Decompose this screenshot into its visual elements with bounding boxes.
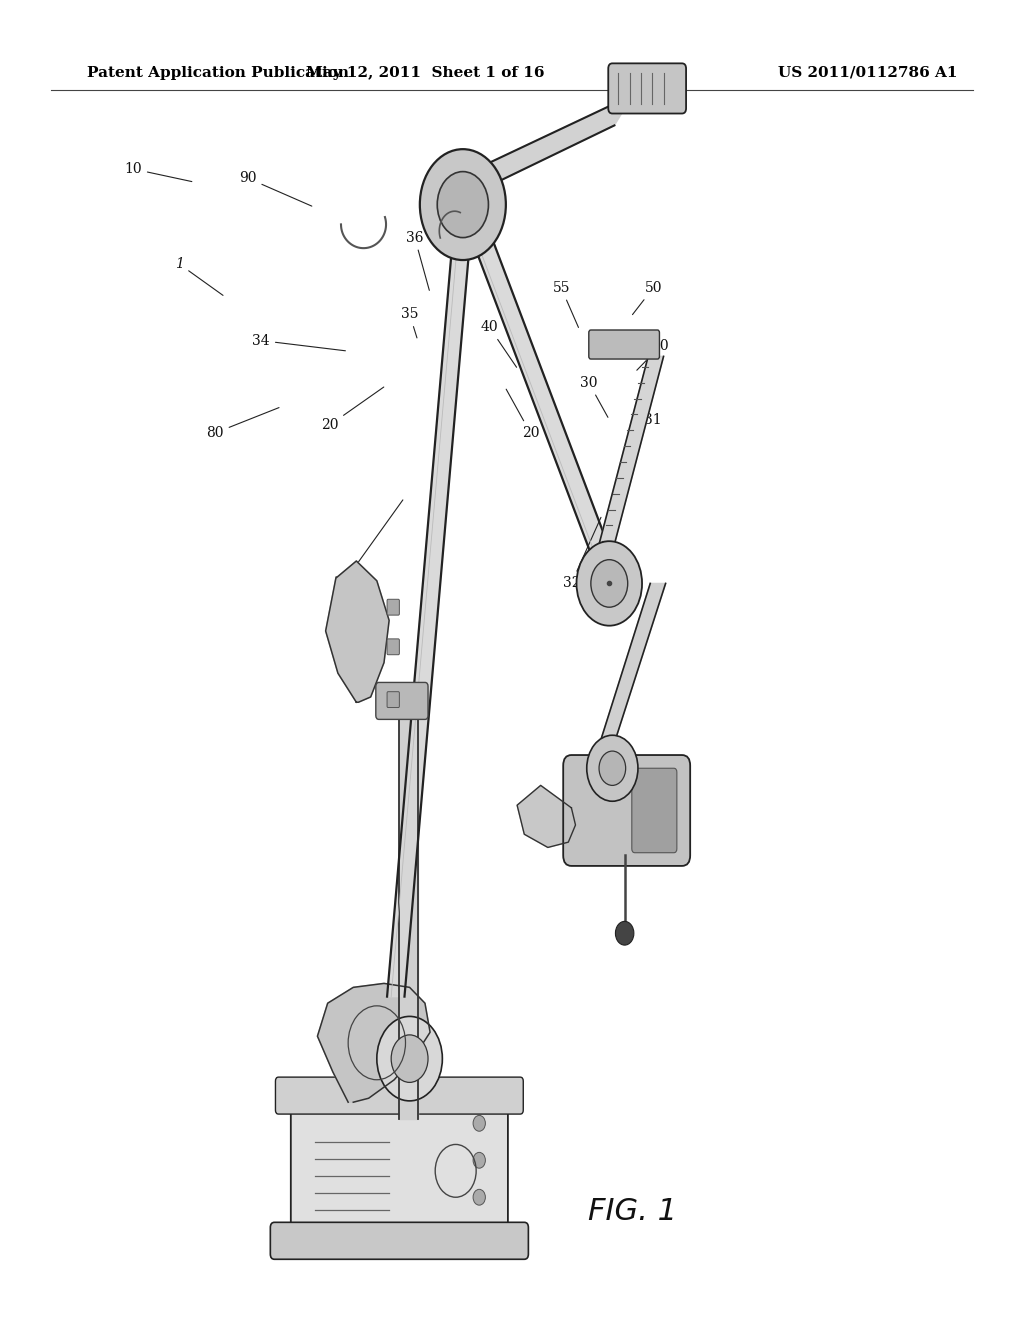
FancyBboxPatch shape	[563, 755, 690, 866]
Circle shape	[437, 172, 488, 238]
Circle shape	[473, 1189, 485, 1205]
FancyBboxPatch shape	[270, 1222, 528, 1259]
Text: 30: 30	[580, 376, 608, 417]
Text: 40: 40	[480, 321, 516, 367]
Polygon shape	[326, 561, 389, 702]
Text: 90: 90	[239, 172, 312, 206]
Text: US 2011/0112786 A1: US 2011/0112786 A1	[778, 66, 957, 79]
Text: 34: 34	[252, 334, 345, 351]
Text: 35: 35	[400, 308, 419, 338]
Text: 70: 70	[637, 339, 670, 370]
Circle shape	[577, 541, 642, 626]
Circle shape	[473, 1115, 485, 1131]
Polygon shape	[592, 583, 666, 768]
Circle shape	[587, 735, 638, 801]
Polygon shape	[517, 785, 575, 847]
Circle shape	[377, 1016, 442, 1101]
Circle shape	[420, 149, 506, 260]
Polygon shape	[459, 205, 623, 583]
FancyBboxPatch shape	[291, 1097, 508, 1238]
Text: 55: 55	[552, 281, 579, 327]
FancyBboxPatch shape	[387, 639, 399, 655]
FancyBboxPatch shape	[608, 63, 686, 114]
Text: Patent Application Publication: Patent Application Publication	[87, 66, 349, 79]
FancyBboxPatch shape	[376, 682, 428, 719]
Text: 33: 33	[334, 500, 402, 590]
Text: 36: 36	[406, 231, 429, 290]
Text: 20: 20	[506, 389, 540, 440]
FancyBboxPatch shape	[387, 599, 399, 615]
Text: 10: 10	[124, 162, 191, 182]
FancyBboxPatch shape	[589, 330, 659, 359]
Polygon shape	[387, 205, 473, 997]
Text: May 12, 2011  Sheet 1 of 16: May 12, 2011 Sheet 1 of 16	[306, 66, 544, 79]
Circle shape	[591, 560, 628, 607]
FancyBboxPatch shape	[632, 768, 677, 853]
Text: 32: 32	[562, 517, 601, 590]
Circle shape	[615, 921, 634, 945]
Circle shape	[473, 1152, 485, 1168]
Text: 20: 20	[321, 387, 384, 432]
FancyBboxPatch shape	[387, 692, 399, 708]
Text: 50: 50	[633, 281, 663, 314]
Text: FIG. 1: FIG. 1	[589, 1197, 677, 1226]
Circle shape	[391, 1035, 428, 1082]
Polygon shape	[459, 95, 633, 201]
Text: 80: 80	[206, 408, 279, 440]
Circle shape	[599, 751, 626, 785]
FancyBboxPatch shape	[275, 1077, 523, 1114]
Text: 1: 1	[175, 257, 223, 296]
Polygon shape	[317, 983, 430, 1102]
Polygon shape	[589, 356, 664, 583]
Text: 31: 31	[635, 413, 663, 441]
